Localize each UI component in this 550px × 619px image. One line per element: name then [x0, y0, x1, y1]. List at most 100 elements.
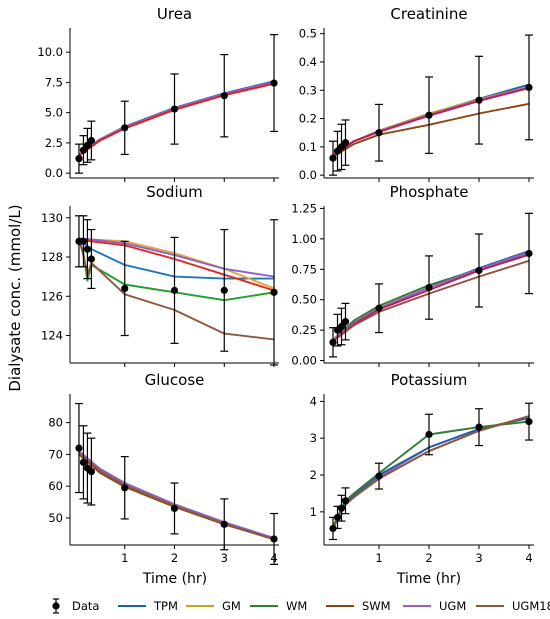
data-point: [170, 286, 179, 294]
data-point: [79, 458, 88, 466]
data-point: [270, 535, 278, 543]
data-point: [121, 284, 129, 293]
legend-item-wm: WM: [250, 599, 307, 613]
legend-label: UGM18: [512, 599, 550, 613]
y-tick-label: 0.0: [45, 166, 63, 180]
data-point: [79, 146, 88, 154]
panel-sodium: Sodium 124 126 128 130: [41, 183, 279, 367]
x-tick-label: 2: [171, 551, 178, 565]
y-tick-label: 1.25: [291, 201, 317, 215]
y-tick-label: 0.00: [291, 354, 317, 368]
panel-phosphate: Phosphate 0.00 0.25 0.50 0.75 1.00 1.25: [291, 183, 534, 368]
data-point: [525, 418, 533, 426]
legend-label: UGM: [439, 599, 466, 613]
data-point: [79, 237, 88, 245]
data-point: [83, 245, 92, 253]
data-point: [270, 288, 278, 296]
y-tick-label: 124: [41, 329, 63, 343]
data-point: [425, 283, 433, 292]
x-tick-label: 4: [525, 551, 532, 565]
series-line-wm: [78, 450, 275, 541]
series-line-ugm18: [332, 87, 530, 157]
chart-panels: Urea 0.0 2.5 5.0 7.5 10.0 Creatinine 0.0 0.1 0.2 0…: [37, 5, 534, 565]
y-axis-label: Dialysate conc. (mmol/L): [6, 204, 24, 391]
data-point: [341, 139, 350, 147]
data-point: [75, 155, 83, 163]
x-tick-label: 3: [221, 551, 228, 565]
legend-item-gm: GM: [186, 599, 241, 613]
y-tick-label: 0.50: [291, 293, 317, 307]
panel-creatinine: Creatinine 0.0 0.1 0.2 0.3 0.4 0.5: [299, 5, 534, 182]
data-point: [121, 484, 129, 492]
panel-title: Sodium: [146, 183, 203, 201]
data-point: [329, 338, 337, 346]
data-point: [329, 524, 337, 533]
x-tick-label: 1: [375, 551, 382, 565]
x-axis-label-right: Time (hr): [396, 571, 461, 587]
data-point: [87, 136, 95, 145]
data-point: [75, 444, 83, 452]
data-point: [375, 129, 383, 137]
y-tick-label: 128: [41, 250, 63, 264]
series-line-swm: [78, 239, 275, 341]
data-point: [220, 520, 228, 528]
series-line-swm: [332, 102, 530, 158]
series-line-swm: [332, 259, 530, 342]
data-point: [475, 266, 483, 275]
series-line-gm: [332, 85, 530, 157]
series-line-ugm18: [78, 82, 275, 157]
y-tick-label: 50: [48, 511, 63, 525]
data-point: [337, 322, 346, 331]
legend-item-ugm18: UGM18: [476, 599, 550, 613]
y-tick-label: 0.2: [299, 112, 317, 126]
legend-item-swm: SWM: [326, 599, 391, 613]
legend-label: SWM: [362, 599, 391, 613]
y-tick-label: 0.75: [291, 262, 317, 276]
data-point: [525, 83, 533, 92]
legend-label: GM: [222, 599, 241, 613]
y-tick-label: 1: [310, 505, 317, 519]
data-point: [337, 504, 346, 512]
y-tick-label: 1.00: [291, 232, 317, 246]
data-point: [425, 111, 433, 119]
y-tick-label: 126: [41, 289, 63, 303]
data-point: [83, 141, 92, 149]
series-line-wm: [332, 252, 530, 341]
panel-title: Phosphate: [390, 183, 469, 201]
x-tick-label: 1: [121, 551, 128, 565]
legend-item-tpm: TPM: [118, 599, 178, 613]
y-tick-label: 0.1: [299, 140, 317, 154]
y-tick-label: 4: [310, 394, 317, 408]
data-point: [170, 105, 179, 113]
panel-potassium: Potassium 1 2 3 4 1 2 3 4: [310, 371, 534, 565]
y-tick-label: 10.0: [37, 45, 63, 59]
data-point: [270, 79, 278, 87]
legend-marker: [52, 602, 60, 610]
y-tick-label: 7.5: [45, 75, 63, 89]
series-line-swm: [78, 453, 275, 541]
data-point: [87, 467, 95, 476]
y-tick-label: 60: [48, 479, 63, 493]
panel-title: Glucose: [145, 371, 205, 389]
legend-label: TPM: [153, 599, 178, 613]
legend-item-ugm: UGM: [403, 599, 466, 613]
series-line-ugm: [332, 251, 530, 341]
y-tick-label: 0.3: [299, 83, 317, 97]
series-line-swm: [78, 82, 275, 157]
panel-title: Urea: [157, 5, 192, 23]
panel-title: Potassium: [391, 371, 468, 389]
series-line-ugm: [332, 86, 530, 157]
data-point: [475, 96, 483, 104]
y-tick-label: 2: [310, 468, 317, 482]
x-tick-label: 3: [475, 551, 482, 565]
y-tick-label: 5.0: [45, 106, 63, 120]
series-line-ugm: [78, 237, 275, 278]
y-tick-label: 2.5: [45, 136, 63, 150]
data-point: [333, 513, 342, 521]
panel-urea: Urea 0.0 2.5 5.0 7.5 10.0: [37, 5, 279, 182]
series-line-gm: [332, 251, 530, 341]
data-point: [375, 304, 383, 312]
legend-label: Data: [72, 599, 99, 613]
series-line-tpm: [78, 452, 275, 540]
